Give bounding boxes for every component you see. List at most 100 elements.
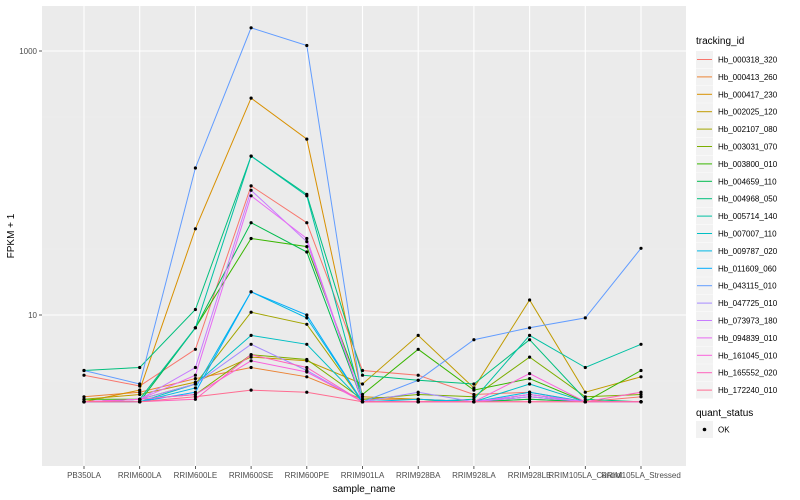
data-point — [305, 370, 309, 374]
data-point — [528, 395, 532, 399]
data-point — [583, 400, 587, 404]
data-point — [472, 338, 476, 342]
legend-item-label: Hb_003031_070 — [718, 143, 778, 152]
legend-item-label: Hb_007007_110 — [718, 230, 777, 239]
data-point — [305, 313, 309, 317]
data-point — [305, 250, 309, 254]
data-point — [82, 373, 86, 377]
data-point — [138, 365, 142, 370]
data-point — [583, 395, 587, 399]
legend-item-label: Hb_073973_180 — [718, 317, 778, 326]
data-point — [305, 342, 309, 346]
data-point — [193, 392, 197, 397]
data-point — [416, 397, 420, 401]
data-point — [249, 333, 253, 337]
data-point — [82, 368, 86, 373]
legend-item-label: Hb_172240_010 — [718, 386, 778, 395]
data-point — [249, 359, 253, 363]
data-point — [82, 400, 86, 404]
data-point — [193, 166, 197, 170]
data-point — [249, 355, 253, 359]
legend-item-label: Hb_002025_120 — [718, 108, 778, 117]
data-point — [305, 375, 309, 379]
data-point — [528, 338, 532, 342]
data-point — [249, 96, 253, 100]
data-point — [305, 357, 309, 362]
data-point — [249, 154, 253, 158]
data-point — [416, 333, 420, 337]
data-points — [82, 26, 643, 404]
data-point — [416, 400, 420, 404]
data-point — [138, 397, 142, 401]
x-tick-label: PB350LA — [67, 471, 101, 480]
data-point — [305, 221, 309, 225]
data-point — [472, 382, 476, 386]
x-axis-title: sample_name — [333, 484, 396, 495]
data-point — [416, 378, 420, 382]
data-point — [528, 400, 532, 404]
data-point — [472, 395, 476, 399]
data-point — [305, 245, 309, 249]
data-point — [528, 390, 532, 394]
data-point — [583, 397, 587, 401]
data-point — [528, 326, 532, 330]
data-point — [249, 290, 253, 294]
data-point — [639, 400, 643, 404]
data-point — [249, 188, 253, 192]
data-point — [360, 373, 365, 377]
data-point — [639, 390, 643, 394]
data-point — [416, 347, 420, 351]
data-point — [360, 395, 365, 399]
x-tick-label: RRIM600LA — [118, 471, 162, 480]
data-point — [528, 333, 532, 337]
data-point — [82, 397, 86, 401]
data-point — [583, 365, 587, 370]
data-point — [528, 377, 532, 381]
x-tick-label: RRIM600SE — [229, 471, 273, 480]
y-tick-label: 1000 — [19, 47, 37, 56]
data-point — [472, 392, 476, 397]
data-point — [528, 355, 532, 359]
data-point — [193, 373, 197, 377]
data-point — [528, 382, 532, 386]
data-point — [305, 322, 309, 326]
data-point — [138, 382, 142, 386]
data-point — [138, 400, 142, 404]
data-point — [639, 246, 643, 250]
data-point — [193, 365, 197, 370]
data-point — [583, 390, 587, 394]
x-tick-label: RRIM105LA_Stressed — [601, 471, 681, 480]
data-point — [193, 386, 197, 390]
data-point — [249, 342, 253, 346]
data-point — [193, 377, 197, 381]
data-point — [249, 310, 253, 314]
data-point — [360, 397, 365, 401]
data-point — [249, 353, 253, 357]
legend-item-label: Hb_043115_010 — [718, 282, 777, 291]
legend-item-label: Hb_000413_260 — [718, 73, 778, 82]
legend-item-label: Hb_047725_010 — [718, 299, 778, 308]
data-point — [138, 388, 142, 392]
data-point — [249, 221, 253, 225]
data-point — [249, 184, 253, 188]
data-point — [528, 372, 532, 376]
data-point — [193, 347, 197, 351]
data-point — [472, 388, 476, 392]
x-tick-label: RRIM600PE — [285, 471, 329, 480]
data-point — [360, 400, 365, 404]
legend-item-label: Hb_005714_140 — [718, 212, 778, 221]
data-point — [360, 368, 365, 373]
data-point — [639, 342, 643, 346]
shape-legend-title: quant_status — [696, 408, 753, 419]
x-axis: PB350LA RRIM600LA RRIM600LE RRIM600SE RRIM60… — [67, 466, 681, 480]
data-point — [305, 365, 309, 370]
data-point — [305, 390, 309, 394]
data-point — [528, 298, 532, 302]
data-point — [416, 392, 420, 397]
legend-item-label: Hb_011609_060 — [718, 264, 777, 273]
data-point — [305, 236, 309, 241]
x-tick-label: RRIM105LA_Control — [548, 471, 622, 480]
data-point — [639, 392, 643, 397]
data-point — [82, 395, 86, 399]
